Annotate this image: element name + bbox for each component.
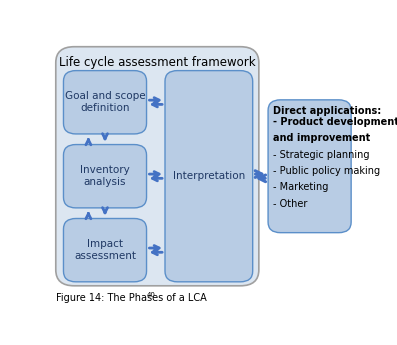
Text: Interpretation: Interpretation <box>173 171 245 181</box>
FancyBboxPatch shape <box>64 71 146 134</box>
Text: - Other: - Other <box>273 199 307 209</box>
FancyBboxPatch shape <box>64 218 146 282</box>
Text: - Product development: - Product development <box>273 117 397 127</box>
Text: Inventory
analysis: Inventory analysis <box>80 165 130 187</box>
FancyBboxPatch shape <box>56 47 259 286</box>
Text: Figure 14: The Phases of a LCA: Figure 14: The Phases of a LCA <box>56 293 206 303</box>
Text: Direct applications:: Direct applications: <box>273 107 381 117</box>
FancyBboxPatch shape <box>268 100 351 233</box>
Text: - Marketing: - Marketing <box>273 183 328 193</box>
Text: 40: 40 <box>146 292 155 298</box>
Text: Goal and scope
definition: Goal and scope definition <box>65 91 145 113</box>
FancyBboxPatch shape <box>165 71 253 282</box>
Text: Life cycle assessment framework: Life cycle assessment framework <box>59 56 256 69</box>
Text: and improvement: and improvement <box>273 133 370 143</box>
Text: - Strategic planning: - Strategic planning <box>273 149 369 159</box>
FancyBboxPatch shape <box>64 145 146 208</box>
Text: Impact
assessment: Impact assessment <box>74 239 136 261</box>
Text: - Public policy making: - Public policy making <box>273 166 380 176</box>
